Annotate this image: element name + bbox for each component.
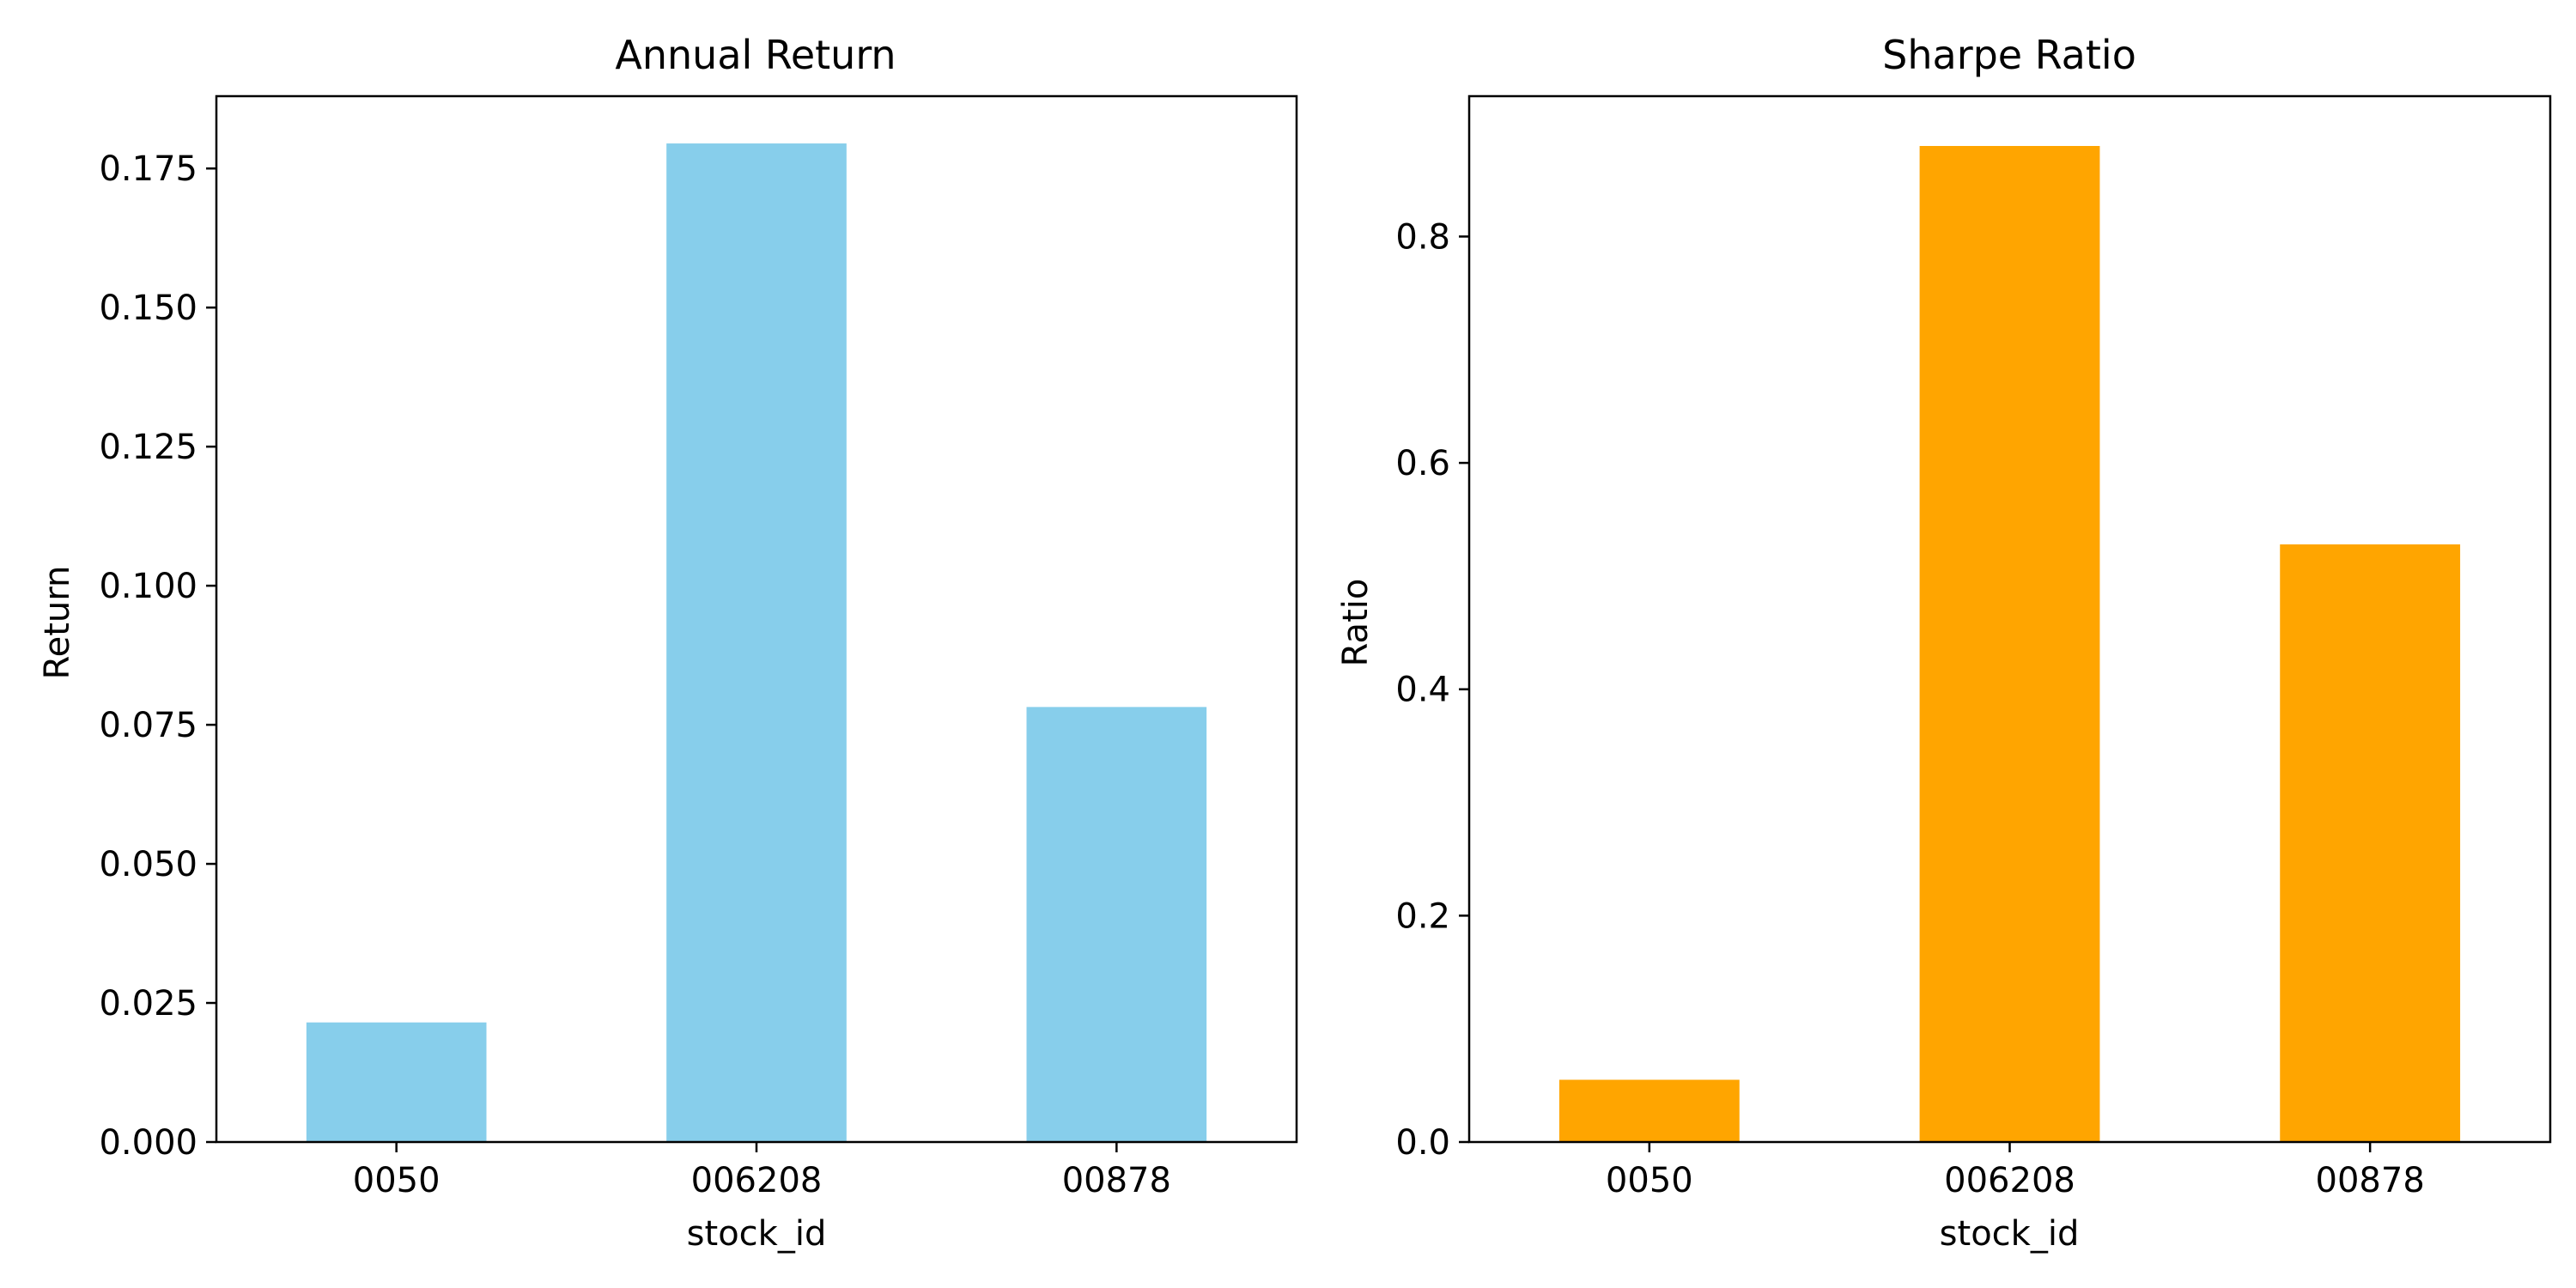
chart-sharpe-ratio: Sharpe Ratio 0.00.20.40.60.8 0050 006208 0… — [1336, 32, 2552, 1254]
bar-0050 — [1558, 1079, 1740, 1142]
bars-group — [306, 143, 1207, 1143]
y-tick-label: 0.125 — [99, 428, 197, 467]
y-tick-label: 0.050 — [99, 845, 197, 884]
x-axis: 0050 006208 00878 — [353, 1142, 1171, 1200]
x-axis-label: stock_id — [1940, 1214, 2080, 1254]
x-axis-label: stock_id — [687, 1214, 827, 1254]
y-tick-label: 0.8 — [1395, 217, 1450, 257]
y-tick-label: 0.175 — [99, 149, 197, 189]
x-tick-label: 0050 — [1606, 1161, 1693, 1200]
bar-006208 — [666, 143, 847, 1143]
x-tick-label: 00878 — [2316, 1161, 2425, 1200]
x-axis: 0050 006208 00878 — [1606, 1142, 2425, 1200]
plot-frame — [1467, 94, 2552, 1144]
y-axis: 0.000 0.025 0.050 0.075 0.100 0.125 0.150 0.175 — [99, 149, 216, 1163]
bars-group — [1558, 146, 2461, 1142]
x-tick-label: 0050 — [353, 1161, 440, 1200]
y-tick-label: 0.150 — [99, 289, 197, 328]
x-tick-label: 006208 — [691, 1161, 823, 1200]
y-axis-label: Return — [38, 566, 77, 680]
y-tick-label: 0.025 — [99, 984, 197, 1024]
y-tick-label: 0.100 — [99, 567, 197, 606]
x-tick-label: 00878 — [1062, 1161, 1171, 1200]
y-tick-label: 0.6 — [1395, 444, 1450, 483]
bar-00878 — [2280, 544, 2461, 1142]
chart-title: Sharpe Ratio — [1882, 32, 2136, 78]
y-tick-label: 0.0 — [1395, 1123, 1450, 1163]
y-axis: 0.0 0.2 0.4 0.6 0.8 — [1395, 217, 1469, 1163]
x-tick-label: 006208 — [1944, 1161, 2075, 1200]
chart-title: Annual Return — [615, 32, 896, 78]
y-tick-label: 0.2 — [1395, 896, 1450, 936]
y-tick-label: 0.075 — [99, 706, 197, 745]
bar-0050 — [306, 1022, 487, 1142]
chart-annual-return: Annual Return 0.0000.0250.0500.0750.1000… — [38, 32, 1298, 1254]
y-tick-label: 0.4 — [1395, 671, 1450, 710]
bar-00878 — [1026, 707, 1207, 1142]
bar-006208 — [1919, 146, 2100, 1142]
y-tick-label: 0.000 — [99, 1123, 197, 1163]
y-axis-label: Ratio — [1336, 579, 1376, 667]
plot-frame — [215, 94, 1298, 1144]
